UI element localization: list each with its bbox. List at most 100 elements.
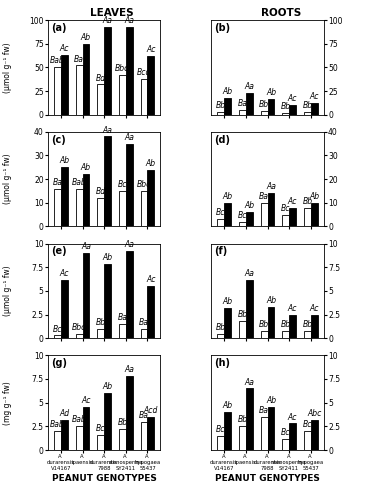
Bar — [61, 168, 68, 226]
Text: Bd: Bd — [96, 74, 106, 82]
Bar — [54, 188, 61, 226]
Bar — [304, 431, 311, 450]
Bar — [148, 286, 155, 338]
Bar — [246, 388, 253, 450]
Text: Ac: Ac — [288, 196, 297, 205]
Text: Bb: Bb — [259, 320, 269, 329]
Bar — [261, 330, 268, 338]
Bar — [217, 334, 224, 338]
Bar — [54, 336, 61, 338]
Text: ROOTS: ROOTS — [261, 8, 302, 18]
Text: (g): (g) — [51, 358, 67, 368]
Text: Aa: Aa — [124, 240, 134, 249]
Text: Aa: Aa — [124, 365, 134, 374]
Bar — [61, 420, 68, 450]
Text: Ab: Ab — [266, 296, 276, 305]
Bar — [224, 98, 231, 114]
Text: Bb: Bb — [281, 320, 291, 329]
Text: Bb: Bb — [259, 100, 269, 109]
Text: Acd: Acd — [144, 406, 158, 415]
Text: Ab: Ab — [146, 159, 156, 168]
Text: Ab: Ab — [223, 297, 233, 306]
Bar — [289, 424, 296, 450]
Text: Bc: Bc — [216, 425, 226, 434]
Bar — [261, 203, 268, 226]
Text: Bc: Bc — [216, 208, 226, 218]
Bar — [82, 44, 89, 115]
Text: Abc: Abc — [307, 409, 322, 418]
Text: Bbc: Bbc — [72, 322, 86, 332]
Y-axis label: Free amino acids
(µmol g⁻¹ fw): Free amino acids (µmol g⁻¹ fw) — [0, 146, 12, 212]
Text: (e): (e) — [51, 246, 67, 256]
Text: Ac: Ac — [60, 44, 69, 53]
Bar — [217, 220, 224, 226]
Text: Ac: Ac — [60, 268, 69, 278]
Text: Ab: Ab — [103, 254, 113, 262]
Text: Ba: Ba — [259, 406, 269, 415]
Text: Bb: Bb — [302, 320, 312, 329]
Bar — [141, 329, 148, 338]
Text: Bc: Bc — [238, 211, 247, 220]
Bar — [75, 66, 82, 114]
Text: Ba: Ba — [52, 178, 62, 186]
Bar — [239, 110, 246, 114]
Text: Ac: Ac — [288, 304, 297, 312]
Y-axis label: Soluble carbohydrates
(µmol g⁻¹ fw): Soluble carbohydrates (µmol g⁻¹ fw) — [0, 24, 12, 110]
Bar — [311, 420, 318, 450]
Text: (d): (d) — [215, 134, 231, 144]
Bar — [239, 426, 246, 450]
Bar — [54, 431, 61, 450]
Text: Bb: Bb — [302, 101, 312, 110]
Text: (b): (b) — [215, 23, 231, 33]
Text: Ad: Ad — [59, 409, 69, 418]
Bar — [126, 251, 133, 338]
Bar — [119, 324, 126, 338]
Text: Bab: Bab — [50, 56, 65, 66]
Text: Ac: Ac — [309, 304, 319, 312]
Text: Ac: Ac — [288, 412, 297, 422]
Bar — [268, 194, 275, 226]
Bar — [97, 198, 104, 226]
Bar — [282, 330, 289, 338]
Bar — [126, 26, 133, 115]
Bar — [104, 393, 111, 450]
Text: Bc: Bc — [96, 424, 106, 433]
Bar — [148, 170, 155, 226]
Bar — [289, 105, 296, 115]
Text: Ba: Ba — [139, 318, 149, 327]
Bar — [282, 214, 289, 226]
Text: Ab: Ab — [223, 401, 233, 410]
Text: Ba: Ba — [259, 192, 269, 201]
Bar — [261, 417, 268, 450]
Bar — [75, 334, 82, 338]
Text: Aa: Aa — [124, 16, 134, 24]
Bar — [224, 308, 231, 338]
Bar — [224, 412, 231, 450]
Bar — [304, 112, 311, 114]
Text: Bb: Bb — [96, 318, 106, 327]
Bar — [119, 429, 126, 450]
Bar — [304, 208, 311, 227]
Bar — [82, 408, 89, 450]
Bar — [268, 307, 275, 338]
Text: (f): (f) — [215, 246, 228, 256]
Y-axis label: Soluble proteins
(mg g⁻¹ fw): Soluble proteins (mg g⁻¹ fw) — [0, 372, 12, 434]
X-axis label: PEANUT GENOTYPES: PEANUT GENOTYPES — [215, 474, 320, 482]
Bar — [82, 174, 89, 227]
Text: Aa: Aa — [81, 242, 91, 251]
Bar — [119, 191, 126, 226]
Bar — [126, 144, 133, 226]
Text: Ab: Ab — [266, 396, 276, 406]
Text: Aa: Aa — [103, 16, 113, 24]
Bar — [289, 208, 296, 227]
Bar — [54, 68, 61, 114]
Text: Bc: Bc — [302, 420, 312, 429]
Bar — [141, 78, 148, 114]
Text: Bb: Bb — [117, 418, 127, 428]
Text: Ab: Ab — [266, 88, 276, 96]
Bar — [261, 111, 268, 114]
Bar — [119, 75, 126, 114]
Text: Bbc: Bbc — [137, 180, 151, 189]
Text: Aa: Aa — [244, 378, 254, 386]
Text: Bab: Bab — [72, 416, 86, 424]
